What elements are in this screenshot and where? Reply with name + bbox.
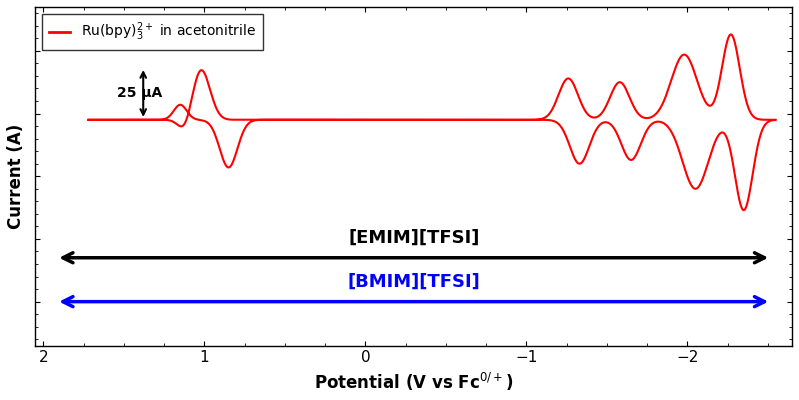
X-axis label: Potential (V vs Fc$^{0/+}$): Potential (V vs Fc$^{0/+}$) (314, 371, 514, 393)
Legend: Ru(bpy)$_3^{2+}$ in acetonitrile: Ru(bpy)$_3^{2+}$ in acetonitrile (42, 14, 263, 50)
Y-axis label: Current (A): Current (A) (7, 124, 25, 229)
Text: 25 μA: 25 μA (117, 86, 162, 100)
Text: [EMIM][TFSI]: [EMIM][TFSI] (348, 228, 479, 246)
Text: [BMIM][TFSI]: [BMIM][TFSI] (348, 272, 480, 290)
